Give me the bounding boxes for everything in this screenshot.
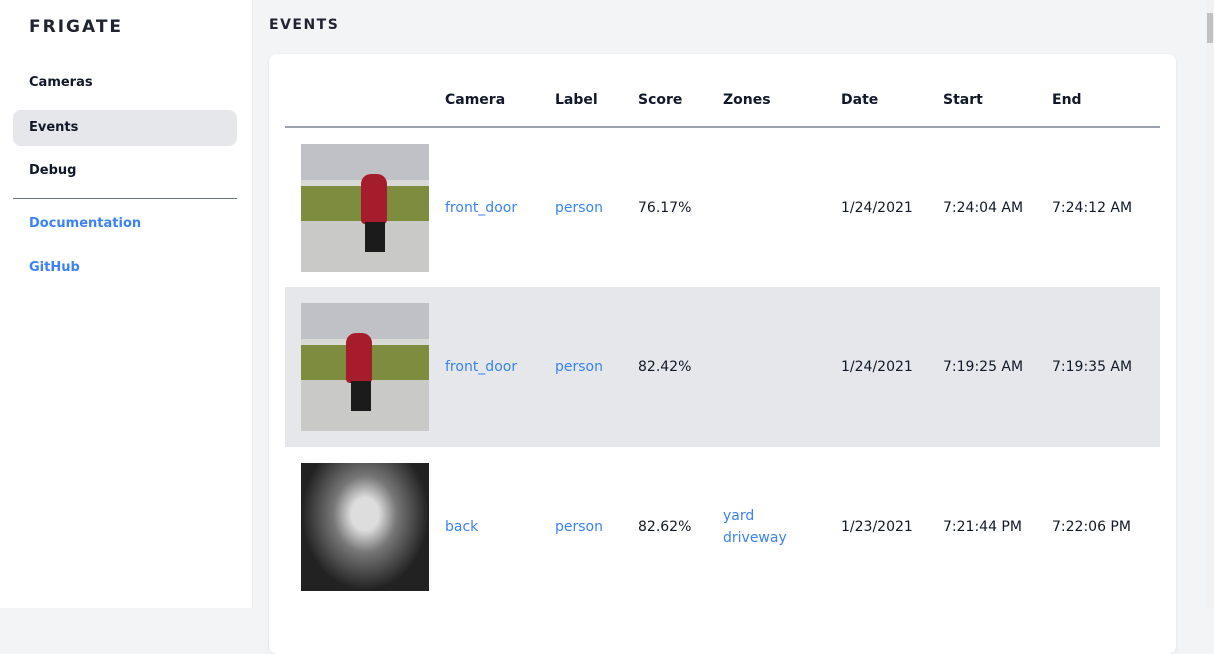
header-start: Start — [943, 74, 1052, 128]
events-table: Camera Label Score Zones Date Start End … — [285, 74, 1160, 607]
zone-link[interactable]: driveway — [723, 530, 787, 546]
page-title: EVENTS — [269, 17, 340, 33]
header-end: End — [1052, 74, 1160, 128]
sidebar-item-cameras[interactable]: Cameras — [29, 75, 93, 90]
start-time: 7:19:25 AM — [943, 287, 1052, 447]
date: 1/24/2021 — [841, 199, 913, 216]
zones: yard driveway — [723, 447, 841, 607]
scrollbar-thumb[interactable] — [1207, 13, 1213, 43]
zone-link[interactable]: yard — [723, 508, 755, 524]
table-row[interactable]: front_door person 76.17% 1/24/2021 7:24:… — [285, 127, 1160, 287]
sidebar-link-github[interactable]: GitHub — [29, 260, 80, 275]
score: 82.62% — [638, 519, 692, 535]
score: 82.42% — [638, 287, 723, 447]
header-label: Label — [555, 74, 638, 128]
end-time: 7:24:12 AM — [1052, 199, 1133, 216]
event-thumbnail[interactable] — [301, 143, 429, 272]
sidebar: FRIGATE Cameras Events Debug Documentati… — [0, 0, 253, 608]
header-zones: Zones — [723, 74, 841, 128]
date: 1/24/2021 — [841, 287, 943, 447]
table-row[interactable]: front_door person 82.42% 1/24/2021 7:19:… — [285, 287, 1160, 447]
page-scrollbar[interactable] — [1206, 0, 1214, 608]
event-thumbnail[interactable] — [301, 463, 429, 591]
end-time: 7:22:06 PM — [1052, 519, 1131, 535]
table-row[interactable]: back person 82.62% yard driveway 1/23/202… — [285, 447, 1160, 607]
label-link[interactable]: person — [555, 519, 603, 535]
camera-link[interactable]: back — [445, 519, 479, 535]
start-time: 7:21:44 PM — [943, 519, 1022, 535]
zones — [723, 287, 841, 447]
end-time: 7:19:35 AM — [1052, 287, 1160, 447]
brand-logo: FRIGATE — [29, 17, 124, 37]
event-thumbnail[interactable] — [301, 303, 429, 431]
score: 76.17% — [638, 199, 692, 216]
sidebar-divider — [13, 198, 237, 199]
sidebar-link-documentation[interactable]: Documentation — [29, 216, 142, 231]
sidebar-item-events[interactable]: Events — [13, 110, 237, 146]
header-date: Date — [841, 74, 943, 128]
date: 1/23/2021 — [841, 519, 913, 535]
zones — [723, 127, 841, 287]
events-card: Camera Label Score Zones Date Start End … — [269, 54, 1176, 654]
sidebar-item-debug[interactable]: Debug — [29, 163, 77, 178]
camera-link[interactable]: front_door — [445, 359, 518, 375]
header-thumbnail — [285, 74, 445, 128]
camera-link[interactable]: front_door — [445, 199, 518, 216]
start-time: 7:24:04 AM — [943, 199, 1024, 216]
header-score: Score — [638, 74, 723, 128]
label-link[interactable]: person — [555, 199, 603, 216]
label-link[interactable]: person — [555, 359, 603, 375]
header-camera: Camera — [445, 74, 555, 128]
